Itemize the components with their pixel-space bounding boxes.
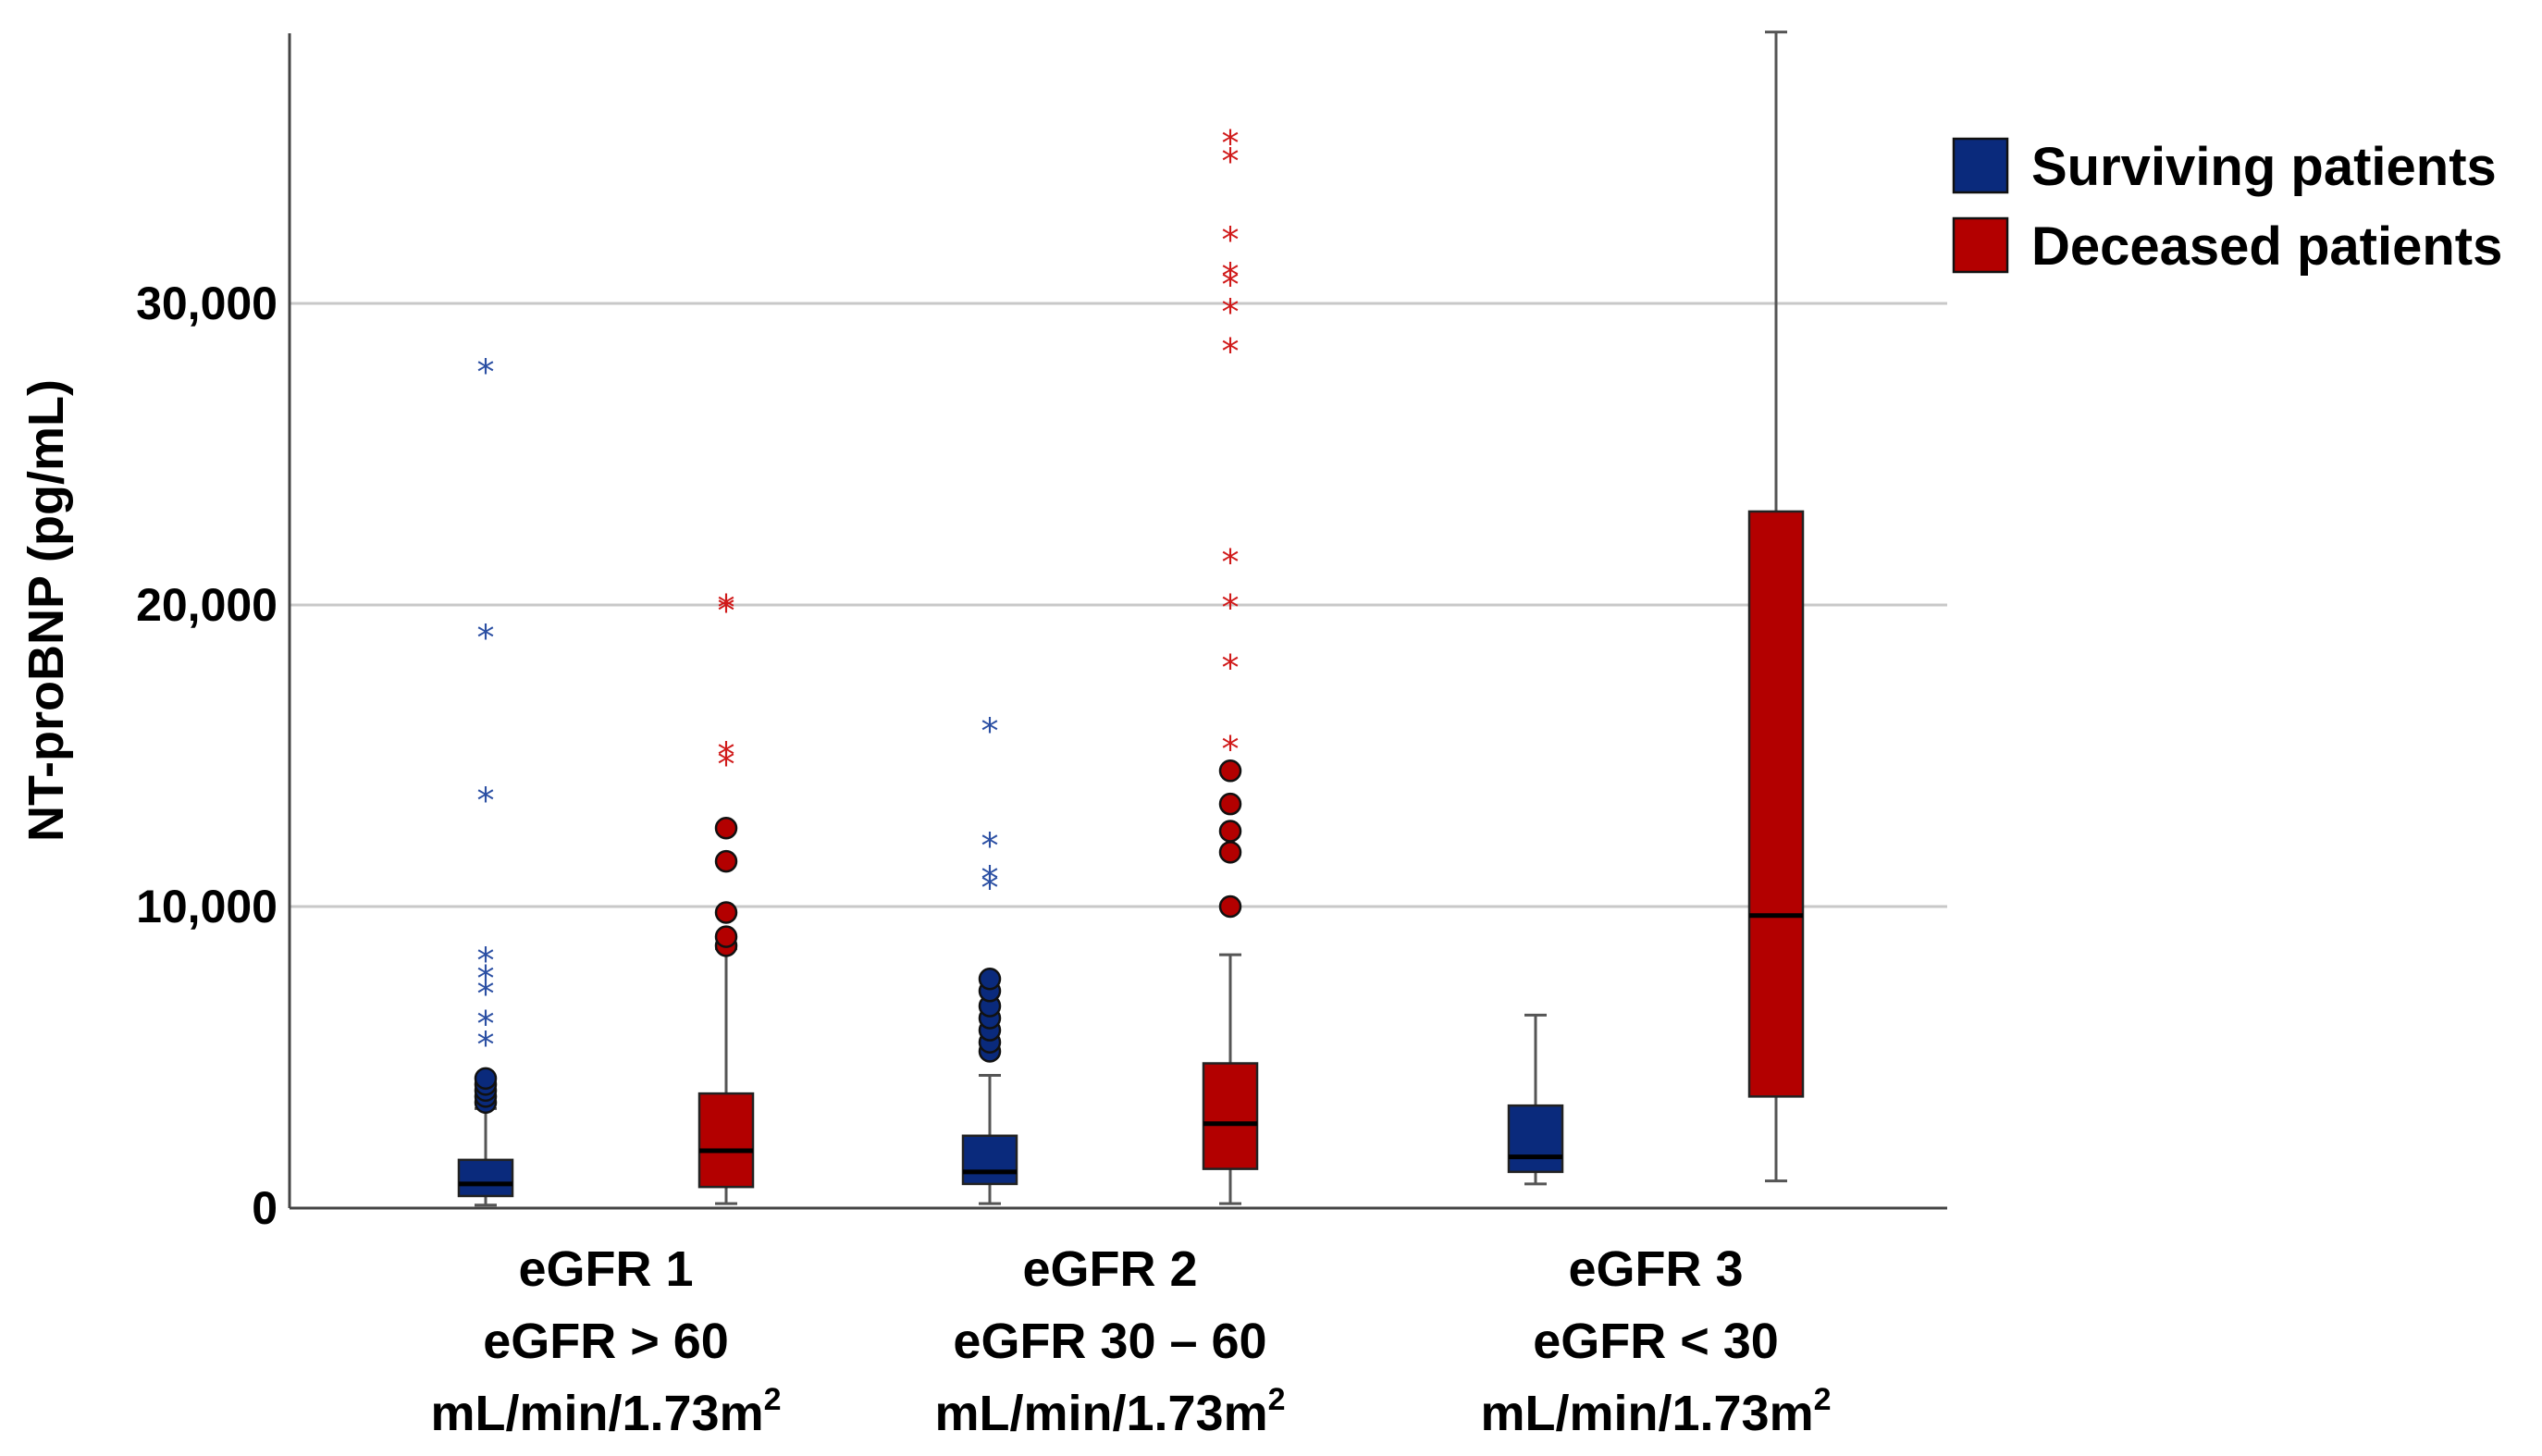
box-iqr (697, 1092, 755, 1189)
category-line-2: eGFR > 60 (483, 1314, 729, 1369)
outlier-star: * (1222, 587, 1240, 628)
outlier-star: * (477, 618, 495, 659)
y-tick-label: 10,000 (136, 881, 278, 932)
outlier-circle (714, 925, 738, 948)
outlier-star: * (718, 735, 735, 776)
outlier-circle (1218, 841, 1242, 864)
outlier-star: * (981, 868, 999, 908)
legend-label-surviving: Surviving patients (2031, 137, 2497, 197)
box-groups: *************************** (457, 31, 1805, 1207)
outlier-circle (714, 901, 738, 924)
outlier-circle (714, 849, 738, 873)
category-unit: mL/min/1.73m (1480, 1386, 1813, 1441)
outlier-star: * (981, 858, 999, 899)
box-surviving-group-2: **** (961, 711, 1018, 1205)
category-line-1: eGFR 2 (1022, 1241, 1197, 1297)
outlier-star: * (477, 1025, 495, 1066)
outlier-star: * (1222, 331, 1240, 372)
category-unit-sup: 2 (764, 1382, 782, 1417)
outlier-circle (1218, 820, 1242, 843)
legend-swatch-surviving (1952, 137, 2009, 194)
outlier-star: * (477, 940, 495, 981)
box-deceased-group-2: *********** (1202, 123, 1259, 1205)
outlier-star: * (981, 711, 999, 752)
outlier-star: * (1222, 265, 1240, 305)
box-iqr (1747, 510, 1805, 1098)
outlier-circle (474, 1067, 498, 1091)
axes (288, 33, 1947, 1210)
outlier-star: * (718, 745, 735, 785)
outlier-star: * (718, 590, 735, 631)
legend: Surviving patients Deceased patients (1952, 137, 2502, 277)
outlier-circle (1218, 895, 1242, 919)
y-tick-label: 20,000 (136, 579, 278, 631)
outlier-star: * (1222, 123, 1240, 164)
outlier-circle (1218, 759, 1242, 783)
outlier-star: * (477, 781, 495, 821)
category-line-1: eGFR 1 (518, 1241, 693, 1297)
category-unit: mL/min/1.73m (934, 1386, 1267, 1441)
box-deceased-group-3 (1747, 31, 1805, 1183)
box-iqr (961, 1134, 1018, 1186)
category-unit-sup: 2 (1814, 1382, 1832, 1417)
outlier-circle (1218, 792, 1242, 816)
category-unit-sup: 2 (1268, 1382, 1286, 1417)
legend-swatch-deceased (1952, 216, 2009, 274)
category-label-3: eGFR 3 eGFR < 30 mL/min/1.73m2 (1480, 1241, 1831, 1441)
y-tick-labels: 0 10,000 20,000 30,000 (136, 278, 278, 1234)
outlier-star: * (1222, 292, 1240, 333)
category-line-2: eGFR 30 – 60 (953, 1314, 1266, 1369)
box-surviving-group-3 (1507, 1013, 1564, 1186)
outlier-star: * (477, 958, 495, 999)
outlier-star: * (1222, 142, 1240, 182)
outlier-circle (978, 967, 1002, 991)
outlier-star: * (718, 587, 735, 628)
category-line-2: eGFR < 30 (1533, 1314, 1779, 1369)
y-axis-title: NT-proBNP (pg/mL) (19, 379, 74, 842)
box-iqr (1507, 1104, 1564, 1174)
category-line-3: mL/min/1.73m2 (934, 1382, 1285, 1441)
y-tick-label: 0 (252, 1182, 278, 1234)
category-label-2: eGFR 2 eGFR 30 – 60 mL/min/1.73m2 (934, 1241, 1285, 1441)
box-deceased-group-1: **** (697, 587, 755, 1205)
outlier-star: * (1222, 255, 1240, 296)
category-line-3: mL/min/1.73m2 (430, 1382, 781, 1441)
category-unit: mL/min/1.73m (430, 1386, 763, 1441)
legend-label-deceased: Deceased patients (2031, 216, 2502, 277)
outlier-star: * (477, 352, 495, 393)
box-iqr (1202, 1062, 1259, 1170)
outlier-star: * (1222, 648, 1240, 688)
box-surviving-group-1: ******** (457, 352, 514, 1207)
outlier-star: * (477, 973, 495, 1014)
outlier-star: * (477, 1004, 495, 1044)
category-label-1: eGFR 1 eGFR > 60 mL/min/1.73m2 (430, 1241, 781, 1441)
outlier-circle (714, 816, 738, 840)
y-tick-label: 30,000 (136, 278, 278, 329)
category-line-3: mL/min/1.73m2 (1480, 1382, 1831, 1441)
category-line-1: eGFR 3 (1568, 1241, 1743, 1297)
outlier-star: * (1222, 542, 1240, 583)
outlier-star: * (1222, 729, 1240, 770)
box-iqr (457, 1158, 514, 1198)
grid-lines (290, 302, 1947, 908)
outlier-star: * (981, 826, 999, 867)
outlier-star: * (1222, 219, 1240, 260)
